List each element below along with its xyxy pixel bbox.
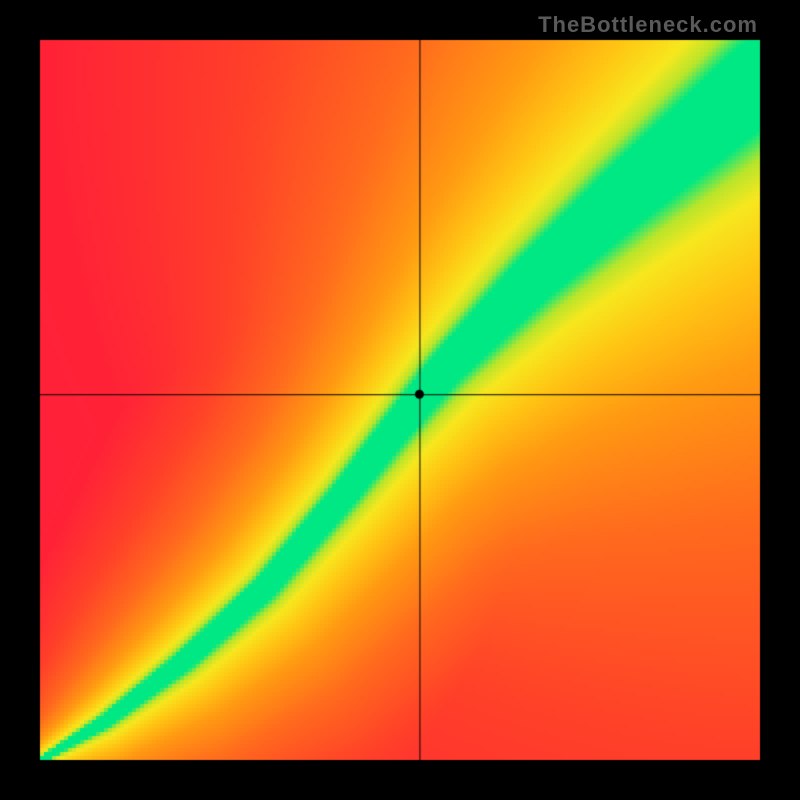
bottleneck-heatmap (0, 0, 800, 800)
watermark-text: TheBottleneck.com (538, 12, 758, 38)
